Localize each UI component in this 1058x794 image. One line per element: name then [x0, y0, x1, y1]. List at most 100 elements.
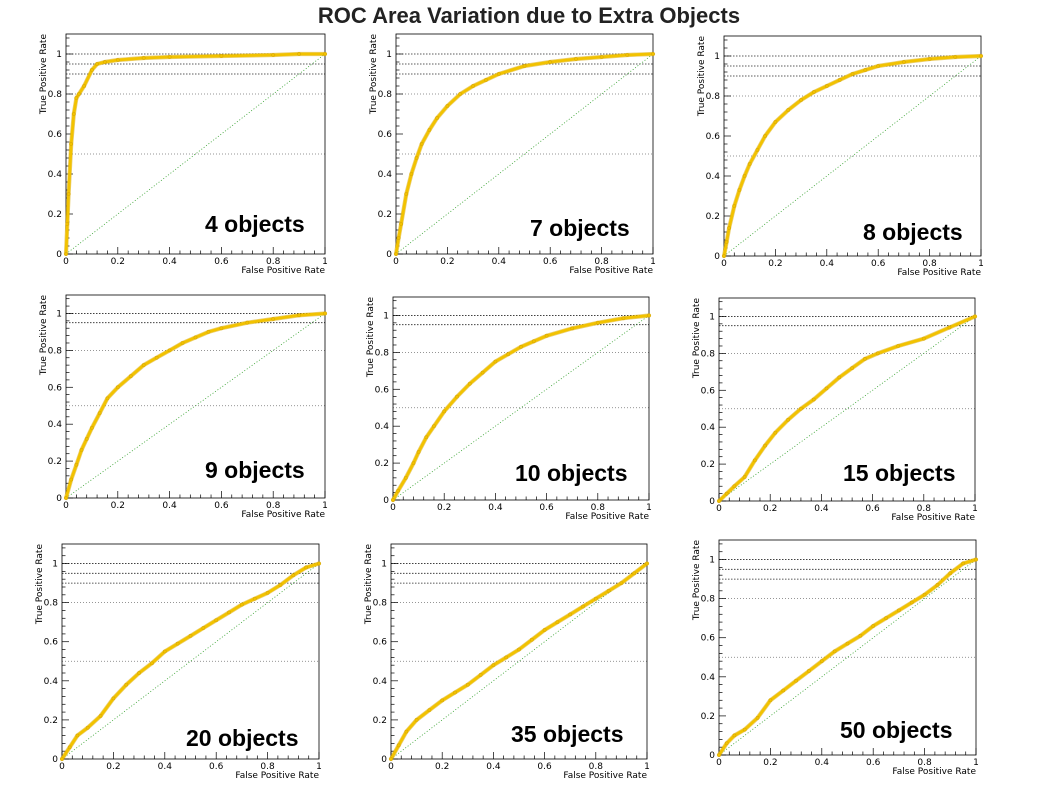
roc-point: [90, 68, 94, 72]
y-tick-label: 0.6: [706, 132, 721, 142]
plot-frame: [61, 543, 320, 760]
roc-point: [517, 647, 521, 652]
y-tick-label: 0.6: [375, 385, 390, 395]
y-tick-label: 0.4: [701, 673, 716, 683]
roc-point: [837, 375, 842, 380]
roc-point: [773, 430, 778, 435]
y-tick-label: 0: [386, 250, 392, 260]
y-axis-title: True Positive Rate: [39, 295, 49, 377]
roc-point: [67, 745, 72, 750]
roc-point: [84, 437, 89, 441]
roc-point: [399, 222, 404, 226]
roc-point: [317, 561, 321, 566]
roc-point: [239, 602, 244, 607]
roc-point: [491, 663, 496, 668]
x-tick-label: 0.2: [111, 501, 125, 511]
x-tick-label: 1: [316, 762, 322, 772]
roc-point: [519, 344, 523, 349]
roc-point: [522, 64, 527, 68]
x-tick-label: 1: [650, 257, 656, 267]
roc-point: [102, 60, 107, 64]
y-tick-label: 0.6: [701, 386, 716, 396]
roc-point: [193, 335, 198, 340]
y-axis-title: True Positive Rate: [692, 540, 702, 622]
y-axis-title: True Positive Rate: [692, 298, 702, 380]
x-tick-label: 0.4: [488, 503, 503, 513]
roc-point: [863, 356, 867, 361]
x-axis-title: False Positive Rate: [897, 268, 981, 278]
roc-curve: [394, 52, 655, 256]
y-tick-label: 0: [56, 250, 62, 260]
y-tick-label: 0.2: [701, 712, 715, 722]
panel-label: 9 objects: [205, 457, 305, 483]
x-tick-label: 0.4: [158, 762, 173, 772]
y-tick-label: 0.2: [375, 459, 389, 469]
roc-point: [201, 626, 206, 630]
x-tick-label: 0.6: [539, 503, 554, 513]
y-tick-label: 1: [709, 556, 715, 566]
y-tick-label: 1: [709, 312, 715, 322]
panel-label: 4 objects: [205, 211, 305, 237]
roc-point: [391, 498, 395, 502]
roc-point: [304, 565, 309, 570]
y-tick-label: 1: [386, 50, 392, 60]
x-axis-title: False Positive Rate: [563, 771, 647, 781]
roc-point: [65, 222, 70, 226]
x-tick-label: 0.2: [763, 504, 777, 514]
y-tick-label: 0.6: [701, 634, 716, 644]
x-tick-label: 0.2: [111, 257, 125, 267]
y-tick-label: 0: [381, 755, 387, 765]
roc-point: [752, 458, 757, 463]
roc-point: [786, 108, 791, 112]
y-tick-label: 1: [56, 50, 62, 60]
roc-point: [85, 725, 90, 730]
x-tick-label: 1: [973, 758, 979, 768]
x-tick-label: 0.8: [917, 504, 932, 514]
roc-point: [506, 352, 511, 357]
page-title: ROC Area Variation due to Extra Objects: [317, 3, 741, 28]
roc-point: [921, 336, 926, 341]
x-tick-label: 0.2: [435, 762, 449, 772]
panel-label: 15 objects: [843, 460, 956, 486]
x-axis-title: False Positive Rate: [569, 266, 653, 276]
roc-point: [124, 682, 129, 687]
roc-point: [935, 583, 940, 587]
roc-point: [465, 682, 470, 687]
roc-point: [396, 488, 401, 493]
roc-point: [794, 678, 799, 683]
roc-point: [812, 90, 816, 94]
x-tick-label: 0: [388, 762, 394, 772]
y-tick-label: 0.8: [378, 90, 393, 100]
roc-point: [396, 236, 401, 240]
roc-point: [440, 698, 445, 703]
roc-point: [548, 60, 553, 64]
x-tick-label: 0.4: [492, 257, 507, 267]
roc-point: [115, 58, 120, 62]
roc-point: [404, 192, 409, 196]
roc-point: [953, 55, 958, 59]
roc-point: [60, 757, 64, 761]
roc-point: [427, 128, 432, 132]
y-tick-label: 0.6: [373, 638, 388, 648]
roc-point: [66, 192, 71, 196]
roc-point: [71, 112, 76, 116]
roc-point: [902, 60, 906, 64]
x-axis-title: False Positive Rate: [892, 767, 976, 777]
roc-point: [724, 491, 729, 496]
y-tick-label: 0.4: [701, 423, 716, 433]
roc-point: [175, 641, 180, 646]
roc-point: [897, 608, 901, 613]
y-tick-label: 0.8: [701, 595, 716, 605]
roc-point: [95, 62, 99, 66]
roc-point: [875, 351, 880, 356]
roc-point: [755, 715, 760, 720]
x-tick-label: 0: [393, 257, 399, 267]
x-tick-label: 0.4: [814, 504, 829, 514]
roc-point: [922, 592, 927, 597]
x-axis-title: False Positive Rate: [891, 513, 975, 523]
x-tick-label: 0.8: [917, 758, 932, 768]
x-tick-label: 0: [59, 762, 65, 772]
roc-point: [781, 688, 786, 693]
